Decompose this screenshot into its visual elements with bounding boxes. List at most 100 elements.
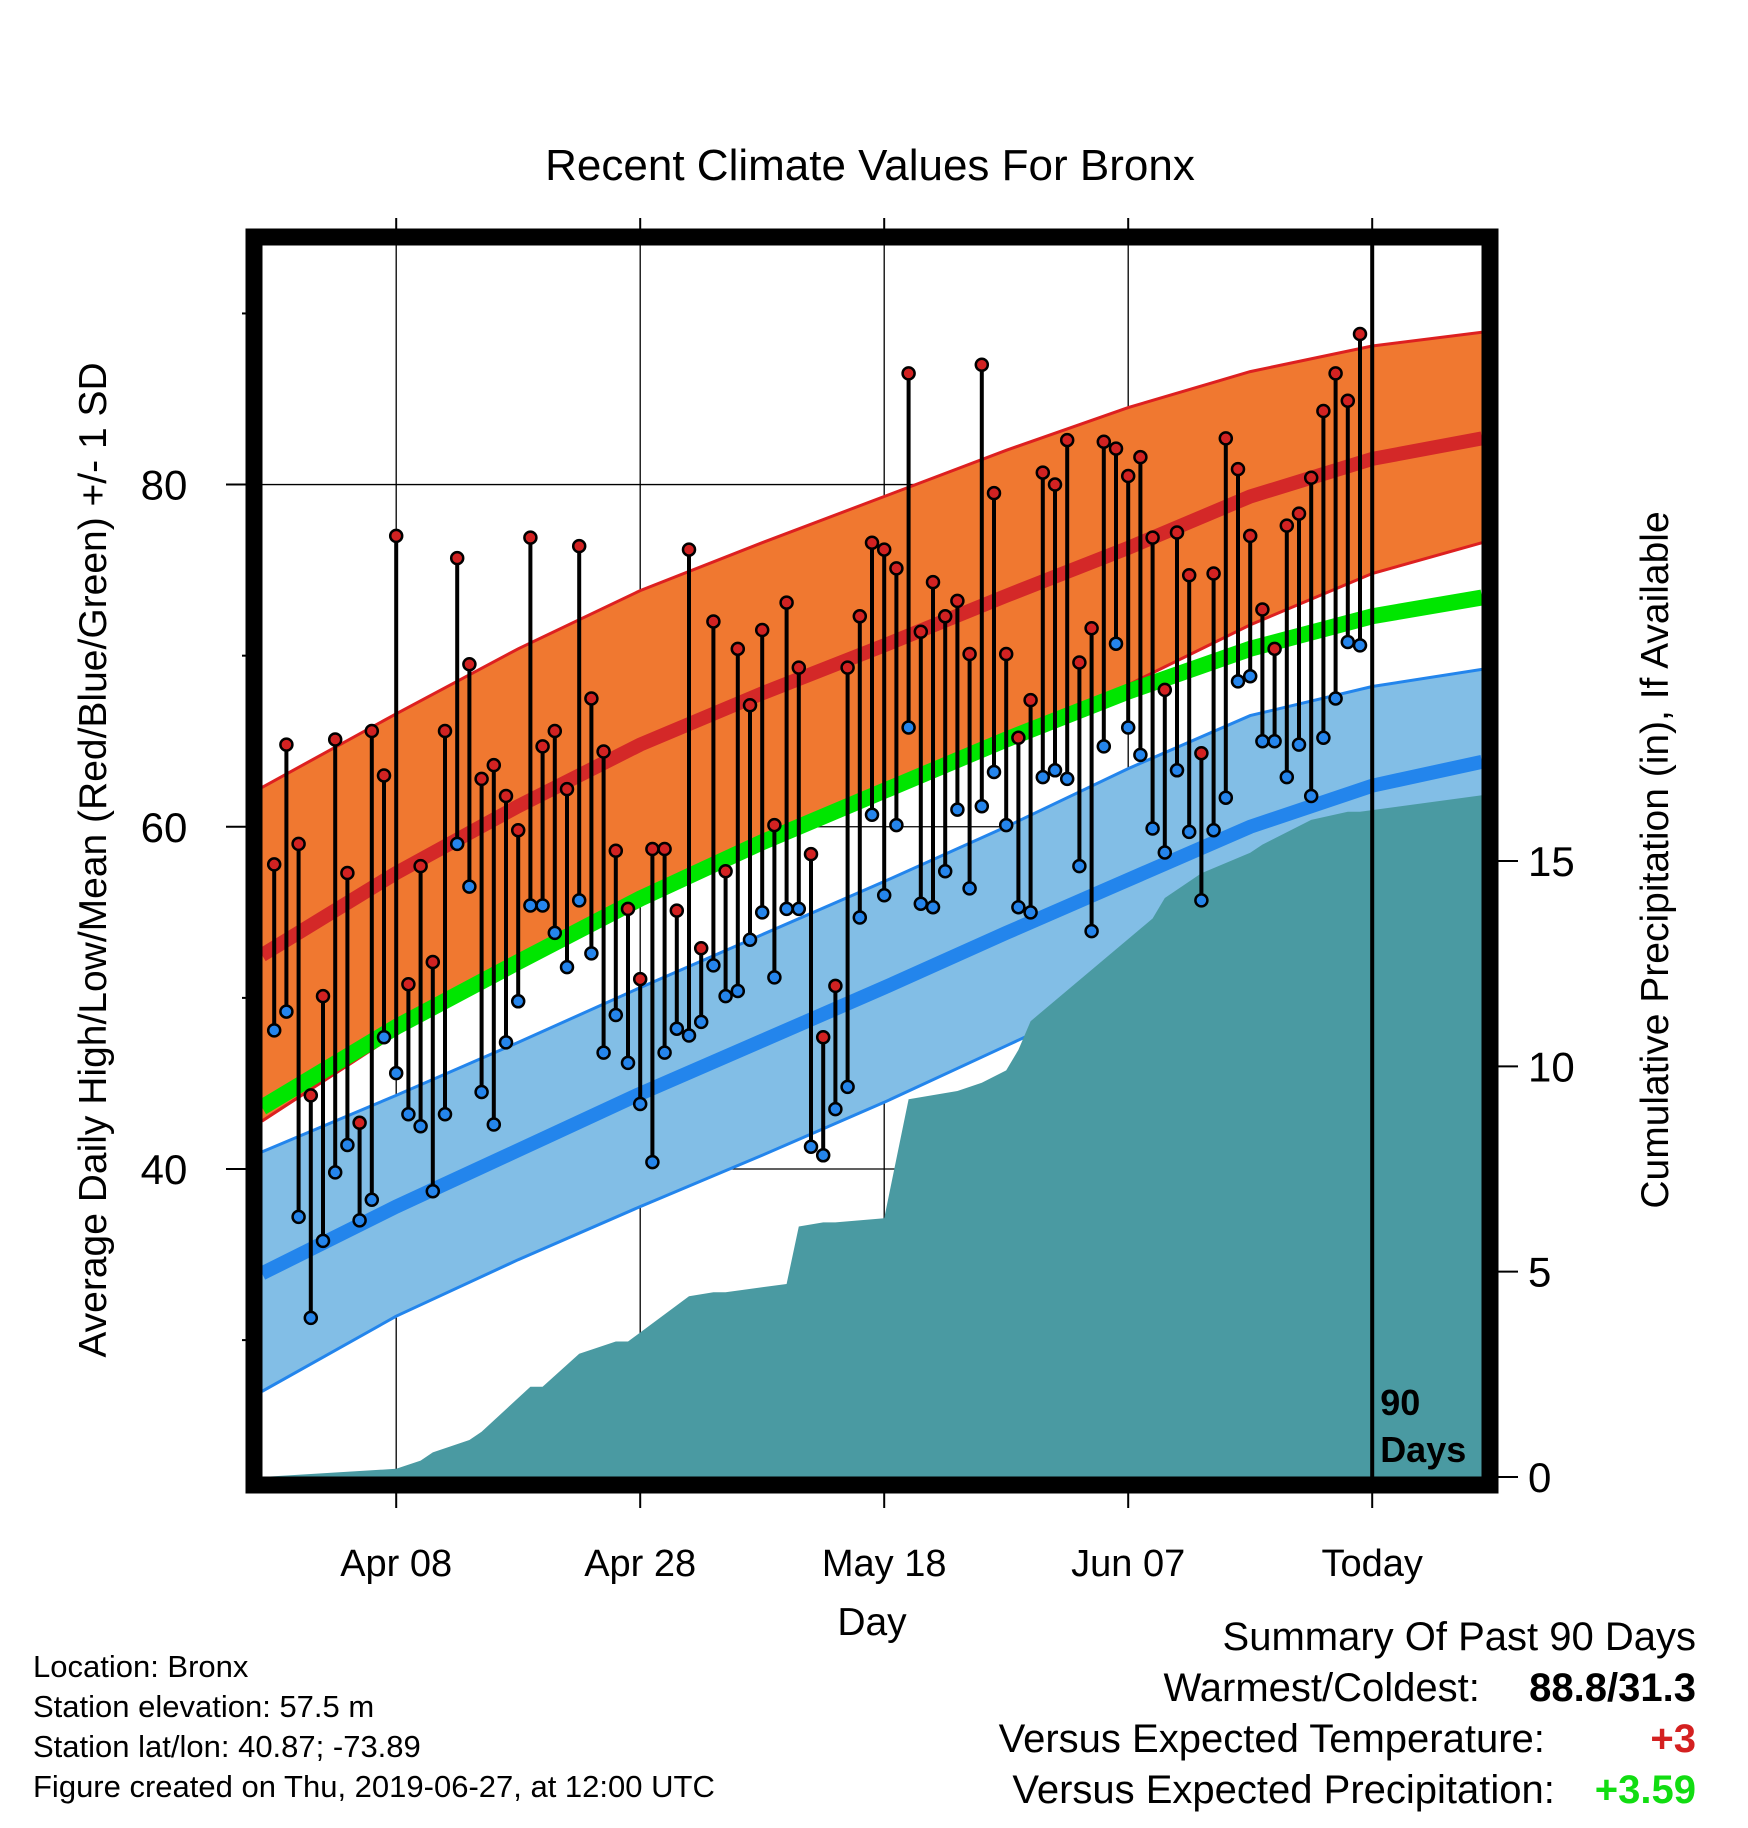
y-tick-label: 80 — [141, 462, 188, 509]
daily-low-point — [1169, 763, 1185, 778]
daily-low-point — [901, 720, 916, 735]
daily-low-point — [962, 881, 977, 896]
y-tick-label: 40 — [141, 1146, 188, 1193]
temp-anomaly-row: Versus Expected Temperature: +3 — [999, 1714, 1696, 1765]
daily-low-point — [498, 1035, 514, 1050]
daily-low-point — [1145, 821, 1160, 836]
daily-high-point — [498, 788, 514, 804]
daily-low-point — [1096, 739, 1112, 754]
daily-low-point — [584, 946, 599, 961]
daily-low-point — [327, 1165, 343, 1180]
daily-low-point — [730, 983, 746, 999]
daily-high-point — [791, 660, 807, 675]
daily-high-point — [1267, 641, 1282, 657]
daily-low-point — [706, 958, 721, 973]
daily-high-point — [608, 843, 624, 858]
daily-high-point — [1145, 530, 1160, 545]
daily-low-point — [559, 959, 575, 975]
daily-high-point — [266, 857, 282, 872]
daily-high-point — [1242, 528, 1258, 544]
daily-low-point — [1108, 636, 1124, 651]
temp-anomaly-value: +3 — [1650, 1717, 1696, 1761]
daily-high-point — [340, 865, 355, 881]
daily-low-point — [913, 896, 929, 912]
daily-high-point — [669, 903, 685, 918]
daily-low-point — [291, 1209, 306, 1225]
daily-high-point — [1218, 431, 1234, 446]
daily-high-point — [620, 901, 636, 917]
daily-low-point — [523, 898, 538, 913]
daily-low-point — [693, 1014, 709, 1030]
daily-high-point — [1023, 692, 1038, 708]
daily-high-point — [1279, 518, 1295, 533]
daily-low-point — [1035, 769, 1051, 785]
daily-high-point — [1291, 506, 1307, 521]
daily-low-point — [510, 994, 526, 1009]
daily-low-point — [376, 1029, 392, 1045]
daily-high-point — [889, 561, 904, 576]
daily-high-point — [1133, 449, 1148, 465]
today-label-days: Days — [1380, 1429, 1466, 1470]
daily-low-point — [828, 1101, 843, 1117]
daily-high-point — [571, 538, 587, 554]
daily-high-point — [401, 976, 416, 992]
daily-high-point — [803, 846, 819, 862]
daily-low-point — [547, 925, 563, 941]
daily-high-point — [1206, 566, 1221, 581]
daily-high-point — [303, 1088, 319, 1103]
daily-high-point — [437, 723, 453, 739]
daily-high-point — [1303, 470, 1319, 485]
daily-low-point — [742, 932, 758, 947]
y2-tick-label: 15 — [1528, 838, 1575, 885]
daily-low-point — [1023, 905, 1038, 920]
daily-high-point — [998, 646, 1014, 662]
daily-low-point — [1011, 899, 1026, 915]
daily-high-point — [852, 609, 868, 624]
summary-heading: Summary Of Past 90 Days — [1222, 1615, 1696, 1659]
daily-high-point — [279, 737, 294, 752]
daily-low-point — [1242, 668, 1258, 684]
axes: 90 Days 40 60 80 0 5 10 15 Apr 08 Apr 28 May 18 Jun … — [141, 218, 1575, 1585]
daily-high-point — [937, 609, 953, 624]
daily-high-point — [1108, 441, 1124, 456]
daily-high-point — [779, 595, 794, 610]
daily-low-point — [352, 1213, 367, 1228]
daily-low-point — [1181, 824, 1197, 840]
daily-high-point — [584, 691, 599, 706]
daily-high-point — [352, 1115, 367, 1131]
daily-high-point — [1352, 326, 1368, 342]
created-text: Figure created on Thu, 2019-06-27, at 12… — [33, 1769, 715, 1804]
daily-high-point — [1011, 730, 1026, 746]
daily-low-point — [535, 898, 550, 913]
daily-high-point — [388, 528, 404, 544]
daily-high-point — [986, 485, 1002, 501]
daily-high-point — [547, 723, 563, 739]
station-info: Location: Bronx Station elevation: 57.5 … — [33, 1647, 715, 1807]
daily-high-point — [754, 622, 770, 638]
low-normal-band — [262, 669, 1482, 1392]
x-tick-label: May 18 — [822, 1543, 947, 1585]
daily-high-point — [1157, 682, 1173, 698]
daily-high-point — [1035, 465, 1051, 480]
daily-low-point — [974, 798, 990, 814]
daily-high-point — [925, 574, 941, 590]
daily-high-point — [950, 593, 965, 609]
daily-low-point — [1316, 730, 1331, 746]
daily-high-point — [1096, 434, 1112, 450]
daily-low-point — [754, 905, 770, 920]
daily-low-point — [388, 1065, 404, 1081]
daily-low-point — [767, 970, 782, 985]
daily-high-point — [1181, 567, 1197, 583]
y2-tick-label: 5 — [1528, 1249, 1551, 1296]
daily-low-point — [852, 910, 868, 925]
daily-low-point — [279, 1004, 294, 1019]
daily-low-point — [645, 1154, 660, 1170]
precipitation-area — [262, 795, 1482, 1477]
daily-low-point — [1255, 733, 1270, 749]
daily-high-point — [315, 988, 331, 1004]
daily-low-point — [1230, 674, 1246, 689]
warm-cold-row: Warmest/Coldest: 88.8/31.3 — [999, 1663, 1697, 1714]
x-tick-label: Today — [1321, 1543, 1422, 1585]
daily-low-point — [1303, 788, 1319, 804]
daily-high-point — [510, 822, 526, 838]
